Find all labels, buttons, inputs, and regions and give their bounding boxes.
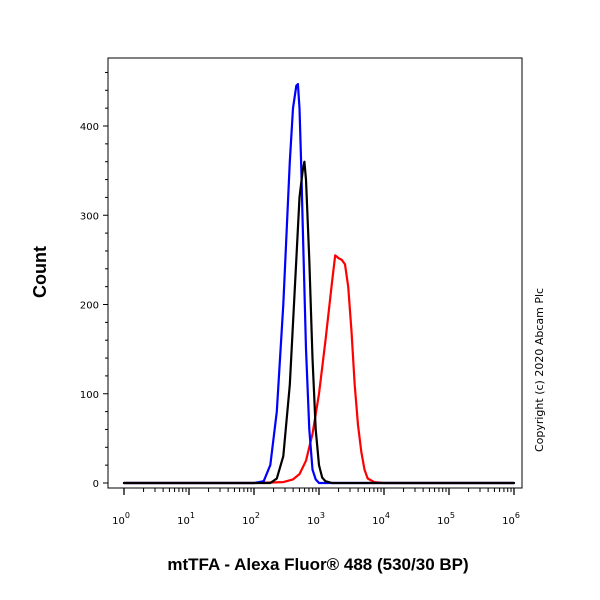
x-tick-base: 10 bbox=[177, 516, 190, 527]
x-tick-exponent: 5 bbox=[450, 511, 455, 520]
histogram-series-1 bbox=[122, 160, 516, 485]
x-axis-title: mtTFA - Alexa Fluor® 488 (530/30 BP) bbox=[167, 555, 468, 574]
x-tick-base: 10 bbox=[372, 516, 385, 527]
x-tick-label-3: 103 bbox=[307, 511, 325, 527]
x-tick-exponent: 0 bbox=[125, 511, 130, 520]
plot-frame bbox=[107, 57, 523, 489]
x-tick-label-4: 104 bbox=[372, 511, 390, 527]
x-tick-label-2: 102 bbox=[242, 511, 260, 527]
x-tick-exponent: 1 bbox=[190, 511, 195, 520]
x-tick-label-5: 105 bbox=[437, 511, 455, 527]
x-tick-exponent: 6 bbox=[515, 511, 520, 520]
histogram-series-0 bbox=[122, 82, 516, 485]
y-tick-label-300: 300 bbox=[80, 211, 99, 222]
x-tick-base: 10 bbox=[502, 516, 515, 527]
x-tick-label-1: 101 bbox=[177, 511, 195, 527]
x-tick-base: 10 bbox=[307, 516, 320, 527]
x-tick-label-6: 106 bbox=[502, 511, 520, 527]
x-tick-base: 10 bbox=[242, 516, 255, 527]
x-tick-label-0: 100 bbox=[112, 511, 130, 527]
histogram-series-2 bbox=[122, 254, 516, 485]
y-tick-label-400: 400 bbox=[80, 122, 99, 133]
x-tick-exponent: 2 bbox=[255, 511, 260, 520]
x-tick-base: 10 bbox=[112, 516, 125, 527]
y-axis-title: Count bbox=[30, 246, 50, 298]
x-tick-exponent: 3 bbox=[320, 511, 325, 520]
x-tick-exponent: 4 bbox=[385, 511, 390, 520]
y-axis: 0 100 200 300 400 bbox=[80, 71, 108, 490]
y-tick-label-0: 0 bbox=[93, 479, 99, 490]
copyright-text: Copyright (c) 2020 Abcam Plc bbox=[533, 288, 546, 452]
series-layer bbox=[122, 82, 516, 485]
y-tick-label-100: 100 bbox=[80, 390, 99, 401]
x-tick-base: 10 bbox=[437, 516, 450, 527]
y-tick-label-200: 200 bbox=[80, 301, 99, 312]
